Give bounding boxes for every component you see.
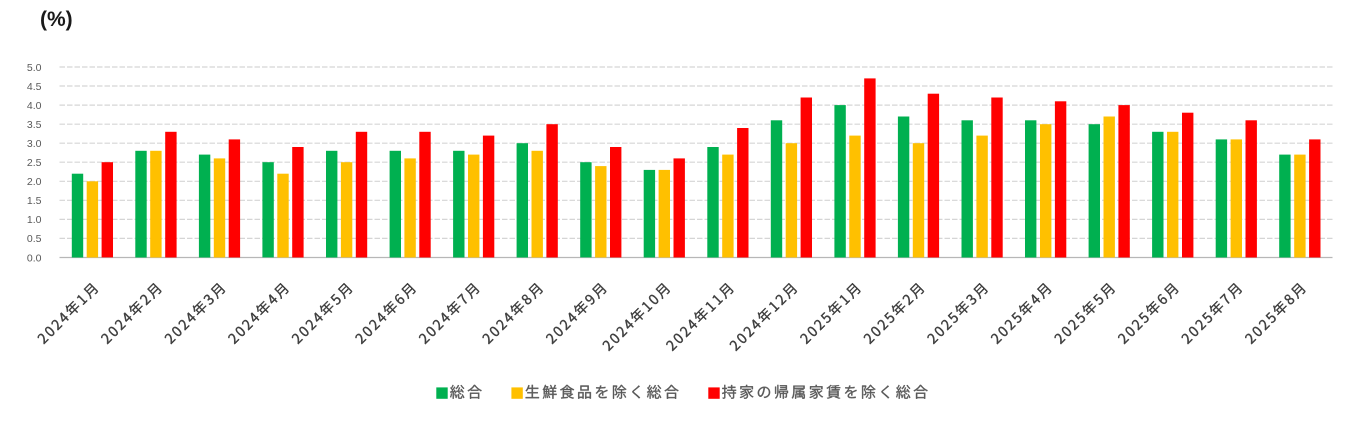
svg-text:(%): (%) (40, 8, 73, 31)
svg-text:2.5: 2.5 (27, 157, 42, 169)
svg-text:2.0: 2.0 (27, 176, 42, 188)
svg-text:4.0: 4.0 (27, 100, 42, 112)
svg-text:1.0: 1.0 (27, 214, 42, 226)
svg-text:4.5: 4.5 (27, 81, 42, 93)
svg-text:5.0: 5.0 (27, 62, 42, 74)
svg-text:3.0: 3.0 (27, 138, 42, 150)
svg-text:0.0: 0.0 (27, 252, 42, 264)
svg-text:3.5: 3.5 (27, 119, 42, 131)
svg-text:0.5: 0.5 (27, 233, 42, 245)
svg-text:1.5: 1.5 (27, 195, 42, 207)
